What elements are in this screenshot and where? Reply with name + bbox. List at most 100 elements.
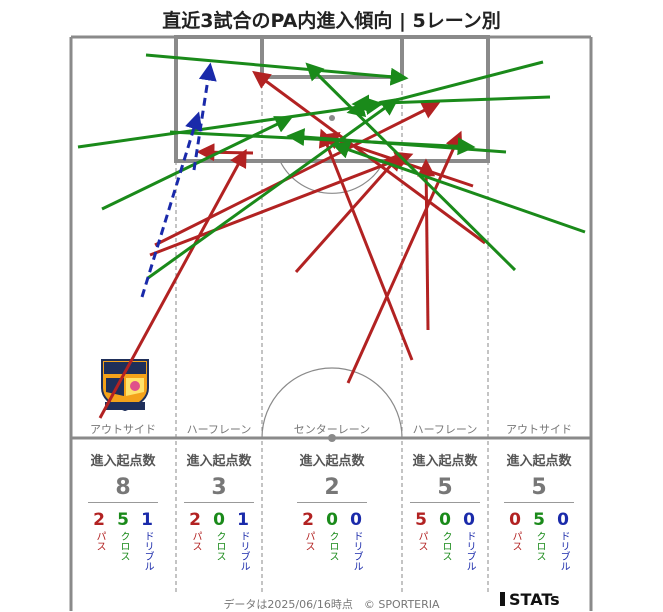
dribble-label: ドリブル (238, 531, 249, 571)
cross-count-column: 0 クロス (436, 511, 454, 571)
dribble-label: ドリブル (142, 531, 153, 571)
stats-total: 5 (437, 475, 453, 500)
stats-divider (184, 502, 254, 503)
cross-arrow-4 (147, 97, 399, 280)
lane-stats-5: 進入起点数 5 0 パス 5 クロス 0 ドリブル (489, 450, 589, 571)
cross-arrow-1 (145, 53, 409, 86)
cross-count-column: 0 クロス (323, 511, 341, 571)
stats-label: 進入起点数 (299, 454, 365, 469)
dribble-count: 1 (141, 510, 153, 530)
stats-breakdown: 0 パス 5 クロス 0 ドリブル (489, 511, 589, 571)
lane-label-5: アウトサイド (506, 423, 572, 436)
dribble-count-column: 1 ドリブル (138, 511, 156, 571)
chart-title: 直近3試合のPA内進入傾向 | 5レーン別 (162, 10, 501, 32)
stats-breakdown: 2 パス 0 クロス 0 ドリブル (267, 511, 397, 571)
cross-count-column: 5 クロス (114, 511, 132, 571)
pass-count-column: 2 パス (299, 511, 317, 571)
pass-arrow-2 (149, 151, 414, 257)
dribble-count: 0 (350, 510, 362, 530)
stats-breakdown: 5 パス 0 クロス 0 ドリブル (405, 511, 485, 571)
dribble-label: ドリブル (464, 531, 475, 571)
pass-arrow-1 (98, 148, 247, 419)
brand-text: STATs (509, 590, 560, 609)
dribble-count-column: 1 ドリブル (234, 511, 252, 571)
cross-arrow-2 (77, 97, 384, 149)
cross-arrow-8 (351, 94, 551, 113)
cross-arrow-10 (331, 141, 586, 234)
dribble-count-column: 0 ドリブル (460, 511, 478, 571)
stats-breakdown: 2 パス 5 クロス 1 ドリブル (73, 511, 173, 571)
pass-count: 2 (302, 510, 314, 530)
lane-stats-3: 進入起点数 2 2 パス 0 クロス 0 ドリブル (267, 450, 397, 571)
center-spot (328, 434, 336, 442)
penalty-spot (329, 115, 335, 121)
stats-label: 進入起点数 (186, 454, 252, 469)
footer-text: データは2025/06/16時点 © SPORTERIA (223, 598, 440, 611)
cross-label: クロス (327, 531, 338, 561)
cross-count: 5 (117, 510, 129, 530)
brand-bar-icon (500, 592, 505, 606)
pass-count: 0 (509, 510, 521, 530)
arrows-layer (77, 53, 586, 419)
pass-label: パス (190, 531, 201, 551)
pass-arrow-10 (196, 143, 254, 162)
lane-label-layer: アウトサイド ハーフレーン センターレーン ハーフレーン アウトサイド (90, 423, 572, 436)
cross-arrow-9 (305, 62, 517, 272)
pass-count-column: 0 パス (506, 511, 524, 571)
stats-total: 2 (324, 475, 340, 500)
pass-count: 5 (415, 510, 427, 530)
stats-divider (504, 502, 574, 503)
cross-label: クロス (534, 531, 545, 561)
dribble-arrow-1 (140, 111, 203, 298)
cross-label: クロス (440, 531, 451, 561)
lane-stats-2: 進入起点数 3 2 パス 0 クロス 1 ドリブル (179, 450, 259, 571)
dribble-arrow-2 (192, 62, 217, 171)
lane-label-4: ハーフレーン (413, 423, 478, 436)
brand-logo: STATs (500, 590, 560, 609)
stats-divider (410, 502, 480, 503)
pass-label: パス (416, 531, 427, 551)
dribble-label: ドリブル (351, 531, 362, 571)
stats-label: 進入起点数 (506, 454, 572, 469)
cross-label: クロス (118, 531, 129, 561)
pass-count: 2 (93, 510, 105, 530)
pass-arrow-4 (294, 152, 403, 273)
pass-arrow-6 (318, 128, 414, 361)
cross-count: 0 (213, 510, 225, 530)
pass-count: 2 (189, 510, 201, 530)
stats-label: 進入起点数 (90, 454, 156, 469)
stats-total: 3 (211, 475, 227, 500)
cross-count: 5 (533, 510, 545, 530)
stats-divider (297, 502, 367, 503)
pass-count-column: 2 パス (90, 511, 108, 571)
dribble-count-column: 0 ドリブル (554, 511, 572, 571)
stats-label: 進入起点数 (412, 454, 478, 469)
stats-total: 8 (115, 475, 131, 500)
pass-label: パス (510, 531, 521, 551)
cross-count-column: 0 クロス (210, 511, 228, 571)
pass-label: パス (94, 531, 105, 551)
lane-label-3: センターレーン (294, 423, 370, 436)
stats-divider (88, 502, 158, 503)
stats-breakdown: 2 パス 0 クロス 1 ドリブル (179, 511, 259, 571)
dribble-count-column: 0 ドリブル (347, 511, 365, 571)
lane-label-1: アウトサイド (90, 423, 156, 436)
cross-count: 0 (326, 510, 338, 530)
cross-count-column: 5 クロス (530, 511, 548, 571)
center-circle (261, 367, 403, 439)
pass-arrow-7 (417, 158, 436, 331)
cross-label: クロス (214, 531, 225, 561)
pass-arrow-3 (154, 102, 441, 247)
lane-stats-4: 進入起点数 5 5 パス 0 クロス 0 ドリブル (405, 450, 485, 571)
team-crest-logo (101, 359, 149, 412)
lane-stats-1: 進入起点数 8 2 パス 5 クロス 1 ドリブル (73, 450, 173, 571)
cross-arrow-6 (286, 128, 507, 154)
pass-count-column: 5 パス (412, 511, 430, 571)
dribble-count: 0 (557, 510, 569, 530)
dribble-label: ドリブル (558, 531, 569, 571)
stats-total: 5 (531, 475, 547, 500)
dribble-count: 1 (237, 510, 249, 530)
goal-area (260, 35, 404, 79)
lane-label-2: ハーフレーン (187, 423, 252, 436)
